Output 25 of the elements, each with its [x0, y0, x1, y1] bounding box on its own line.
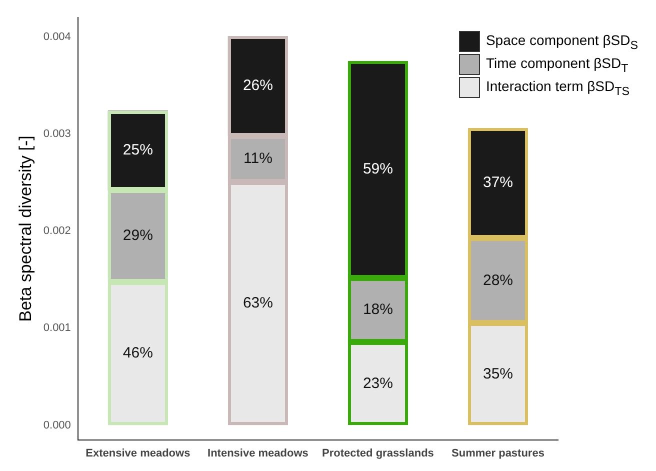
y-axis-title: Beta spectral diversity [-]: [16, 136, 35, 322]
y-tick-label: 0.004: [43, 31, 71, 44]
annotation: 63%: [242, 294, 273, 312]
x-tick-label: Protected grasslands: [322, 447, 434, 460]
annotation: 46%: [122, 344, 153, 362]
annotation: 11%: [243, 150, 272, 167]
legend-label: Space component βSD$_{S}$: [486, 32, 638, 52]
y-tick-label: 0.001: [43, 322, 71, 334]
x-tick-label: Summer pastures: [452, 447, 544, 460]
y-tick-label: 0.002: [43, 225, 71, 238]
y-tick-label: 0.003: [43, 128, 71, 140]
x-tick-label: Extensive meadows: [86, 447, 190, 460]
annotation: 26%: [242, 77, 273, 94]
annotation: 18%: [362, 301, 393, 318]
legend-label: Interaction term βSD$_{TS}$: [486, 78, 630, 98]
legend-label: Time component βSD$_{T}$: [486, 54, 628, 74]
annotation: 37%: [482, 174, 514, 192]
x-tick-label: Intensive meadows: [208, 447, 308, 460]
annotation: 23%: [362, 374, 393, 392]
annotation: 28%: [482, 272, 514, 289]
annotation: 25%: [122, 142, 153, 159]
annotation: 59%: [362, 160, 393, 178]
annotation: 29%: [122, 227, 153, 244]
y-tick-label: 0.000: [43, 419, 71, 432]
annotation: 35%: [482, 365, 514, 382]
